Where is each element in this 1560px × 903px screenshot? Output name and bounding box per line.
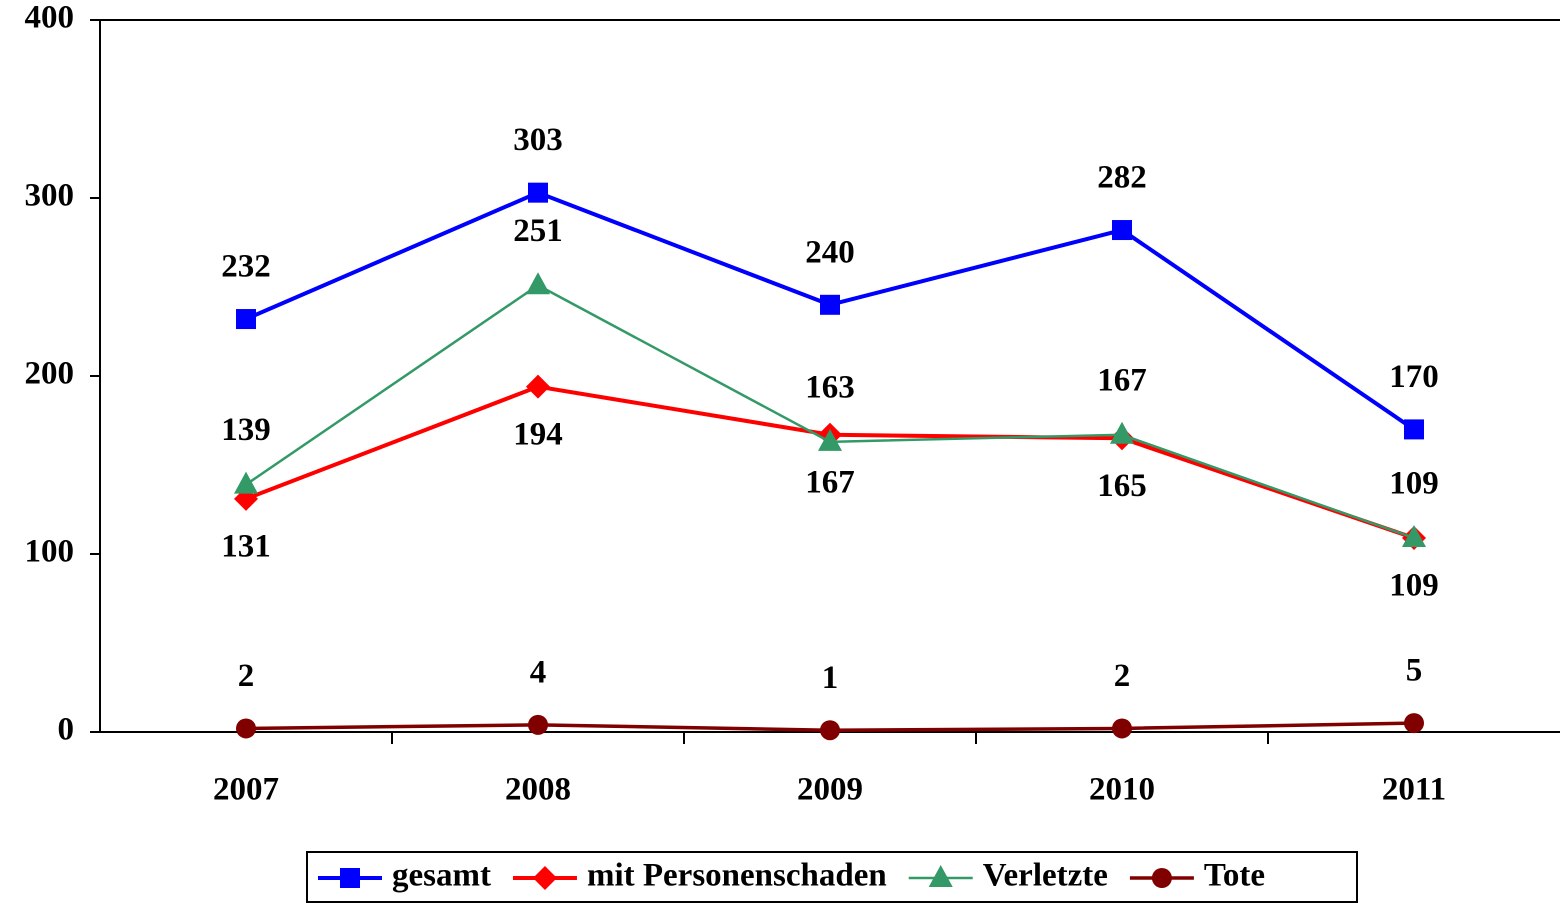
data-point xyxy=(1112,718,1132,739)
data-point xyxy=(1112,220,1132,241)
data-point xyxy=(1402,524,1426,547)
data-label: 4 xyxy=(530,654,547,690)
data-label: 2 xyxy=(238,658,255,694)
data-point xyxy=(526,272,550,295)
data-label: 167 xyxy=(1097,362,1147,398)
data-point xyxy=(234,471,258,494)
legend-marker xyxy=(532,866,557,890)
legend-label: Verletzte xyxy=(983,858,1108,894)
x-tick-label: 2011 xyxy=(1382,772,1446,808)
data-label: 1 xyxy=(822,660,839,696)
series-line xyxy=(245,384,1415,540)
y-tick-label: 0 xyxy=(58,712,75,748)
legend-label: gesamt xyxy=(392,858,491,894)
y-tick-label: 100 xyxy=(25,534,75,570)
data-label: 109 xyxy=(1389,568,1439,604)
data-label: 5 xyxy=(1406,653,1423,689)
data-label: 240 xyxy=(805,234,855,270)
data-label: 194 xyxy=(513,416,563,452)
data-point xyxy=(526,374,550,399)
x-tick-label: 2009 xyxy=(797,772,863,808)
legend-label: Tote xyxy=(1204,858,1265,894)
data-label: 163 xyxy=(805,369,855,405)
data-point xyxy=(1110,421,1134,444)
data-label: 2 xyxy=(1114,658,1131,694)
x-tick-label: 2007 xyxy=(213,772,279,808)
data-label: 139 xyxy=(221,412,271,448)
data-label: 232 xyxy=(221,249,271,285)
data-label: 170 xyxy=(1389,359,1439,395)
data-point xyxy=(820,720,840,741)
data-point xyxy=(528,714,548,735)
legend-marker xyxy=(928,865,953,887)
data-point xyxy=(1404,713,1424,734)
y-tick-label: 400 xyxy=(25,0,75,36)
data-point xyxy=(1404,419,1424,440)
data-label: 109 xyxy=(1389,466,1439,502)
data-point xyxy=(236,718,256,739)
data-label: 251 xyxy=(513,213,563,249)
legend-label: mit Personenschaden xyxy=(587,858,887,894)
data-label: 282 xyxy=(1097,160,1147,196)
data-label: 131 xyxy=(221,528,271,564)
data-point xyxy=(818,428,842,451)
data-label: 303 xyxy=(513,122,563,158)
x-tick-label: 2008 xyxy=(505,772,571,808)
data-point xyxy=(820,294,840,315)
y-tick-label: 200 xyxy=(25,356,75,392)
data-point xyxy=(236,309,256,330)
legend-marker xyxy=(340,868,360,888)
legend-marker xyxy=(1151,868,1172,888)
data-label: 167 xyxy=(805,464,855,500)
data-label: 165 xyxy=(1097,468,1147,504)
data-point xyxy=(528,182,548,203)
y-tick-label: 300 xyxy=(25,178,75,214)
x-tick-label: 2010 xyxy=(1089,772,1155,808)
